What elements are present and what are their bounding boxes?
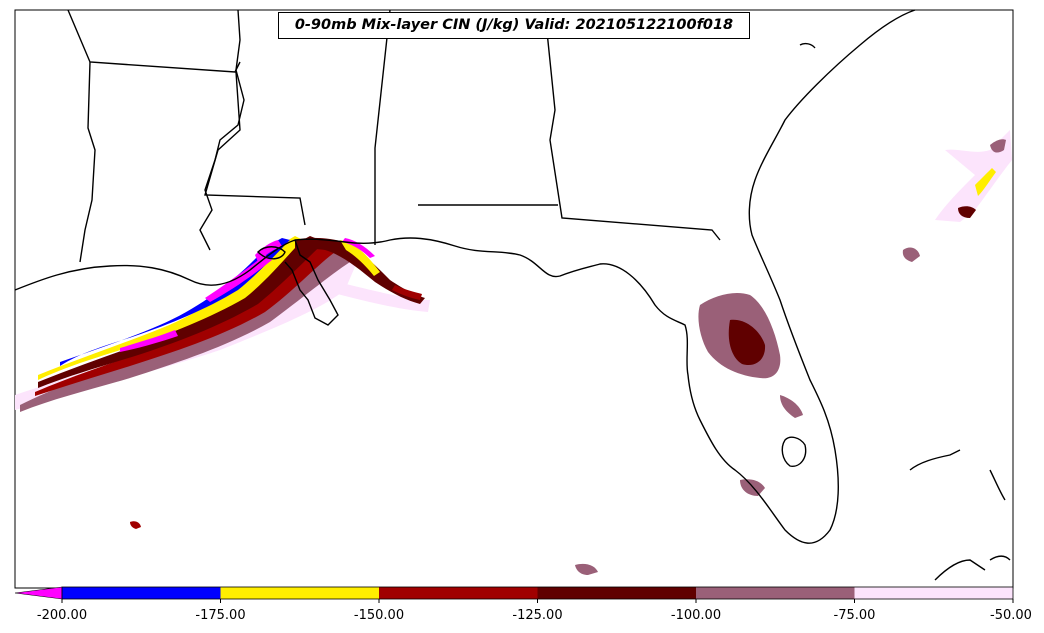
state-boundary	[79, 61, 96, 263]
delta-coast	[284, 239, 339, 326]
coastlines-and-boundaries	[14, 9, 1011, 581]
colorbar-tick-label: -175.00	[195, 608, 246, 623]
colorbar-bin	[854, 587, 1013, 599]
colorbar-tick-label: -75.00	[833, 608, 876, 623]
state-boundary	[67, 9, 241, 73]
atlantic-island	[799, 42, 816, 49]
colorbar-bin	[220, 587, 379, 599]
bahamas-coast	[989, 469, 1006, 501]
state-boundary	[544, 11, 721, 241]
state-boundary	[374, 9, 391, 245]
bahamas-coast	[989, 555, 1011, 561]
lake-pontchartrain	[257, 246, 286, 260]
colorbar-bin	[537, 587, 696, 599]
mississippi-river	[199, 9, 245, 251]
colorbar-bin	[379, 587, 538, 599]
colorbar-extension	[14, 586, 63, 600]
bahamas-coast	[909, 449, 961, 471]
colorbar-tick-label: -100.00	[670, 608, 722, 623]
map-title: 0-90mb Mix-layer CIN (J/kg) Valid: 20210…	[278, 12, 750, 39]
colorbar-bin	[696, 587, 855, 599]
colorbar-tick-label: -150.00	[353, 608, 405, 623]
colorbar-tick-label: -125.00	[512, 608, 563, 623]
colorbar-bin	[62, 587, 221, 599]
colorbar-tick-label: -200.00	[36, 608, 88, 623]
cin-shading	[15, 130, 1012, 575]
colorbar	[14, 586, 1014, 603]
lake-okeechobee	[781, 436, 807, 467]
bahamas-coast	[934, 559, 986, 581]
map-frame	[14, 9, 1014, 589]
colorbar-tick-label: -50.00	[990, 608, 1032, 623]
